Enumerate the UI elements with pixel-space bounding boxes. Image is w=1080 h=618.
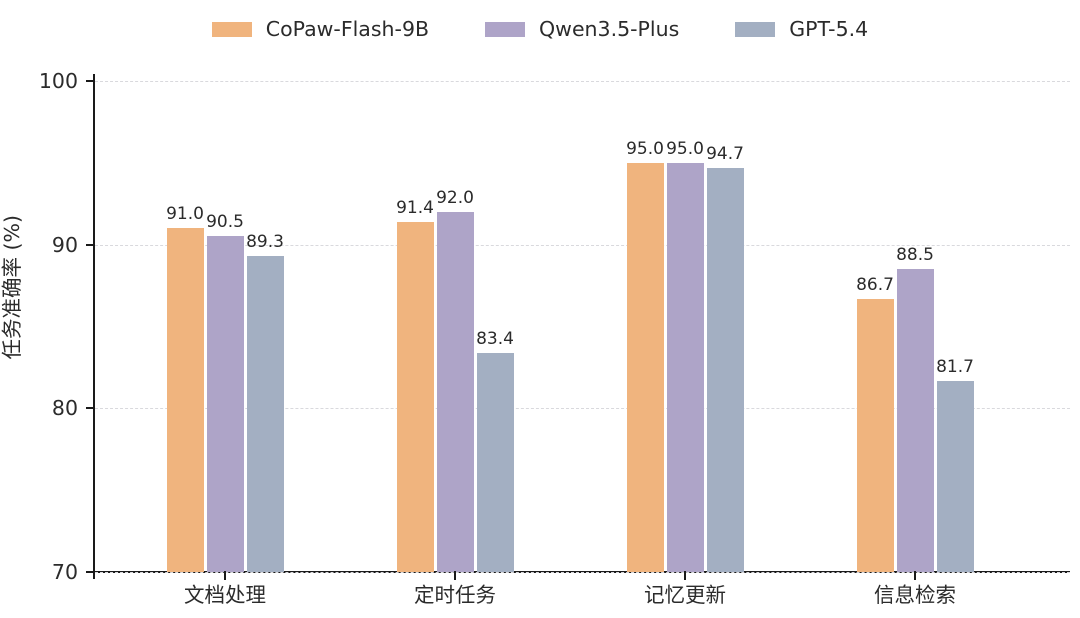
gridline [95,81,1070,82]
bar-value-label: 86.7 [856,274,894,295]
bar-value-label: 89.3 [246,232,284,253]
x-tick-label: 信息检索 [874,583,956,607]
y-axis-title: 任务准确率 (%) [0,215,24,360]
y-tick-label: 90 [51,232,78,257]
bar-value-label: 94.7 [706,143,744,164]
bar-value-label: 92.0 [436,187,474,208]
legend-swatch-gpt-54 [735,21,776,37]
legend-label-qwen35-plus: Qwen3.5-Plus [539,16,680,41]
bar [666,162,704,572]
bar-value-label: 81.7 [936,356,974,377]
bar [206,236,244,572]
bar [896,269,934,572]
bar [476,352,514,572]
legend-swatch-qwen35-plus [485,21,526,37]
y-tick-label: 70 [51,559,78,584]
bar-value-label: 95.0 [666,138,704,159]
y-tick-mark [86,407,95,410]
legend-swatch-copaw-flash-9b [211,21,252,37]
x-tick-label: 定时任务 [414,583,496,607]
legend-item-qwen35-plus: Qwen3.5-Plus [485,19,679,40]
y-tick-mark [86,571,95,573]
bar [706,167,744,572]
chart-legend: CoPaw-Flash-9B Qwen3.5-Plus GPT-5.4 [0,10,1080,48]
x-tick-mark [914,571,916,581]
x-tick-label: 文档处理 [184,583,266,607]
bar-value-label: 90.5 [206,212,244,233]
x-tick-mark [684,571,686,581]
bar-value-label: 88.5 [896,245,934,266]
gridline [95,572,1070,573]
y-tick-mark [86,243,95,246]
x-tick-mark [224,571,226,581]
legend-item-gpt-54: GPT-5.4 [735,19,868,40]
bar-value-label: 95.0 [626,138,664,159]
gridline [95,408,1070,410]
bar [436,211,474,572]
bar-value-label: 83.4 [476,328,514,349]
legend-item-copaw-flash-9b: CoPaw-Flash-9B [211,16,430,41]
legend-label-gpt-54: GPT-5.4 [789,16,869,41]
bar [396,221,434,572]
y-axis-spine [93,74,95,579]
bar [856,298,894,572]
x-tick-mark [454,571,456,581]
bar-value-label: 91.0 [166,204,204,225]
bar-value-label: 91.4 [396,197,434,218]
plot-area: 91.0 90.5 89.3 91.4 92.0 83.4 95.0 95.0 94.7 86.7… [95,81,1070,573]
bar [936,380,974,572]
legend-label-copaw-flash-9b: CoPaw-Flash-9B [265,16,430,41]
bar [626,162,664,572]
x-tick-label: 记忆更新 [644,583,726,607]
gridline [95,244,1070,246]
y-tick-label: 80 [51,396,78,421]
bar [246,256,284,572]
y-tick-label: 100 [38,68,78,93]
y-tick-mark [86,80,95,82]
bar [166,228,204,572]
